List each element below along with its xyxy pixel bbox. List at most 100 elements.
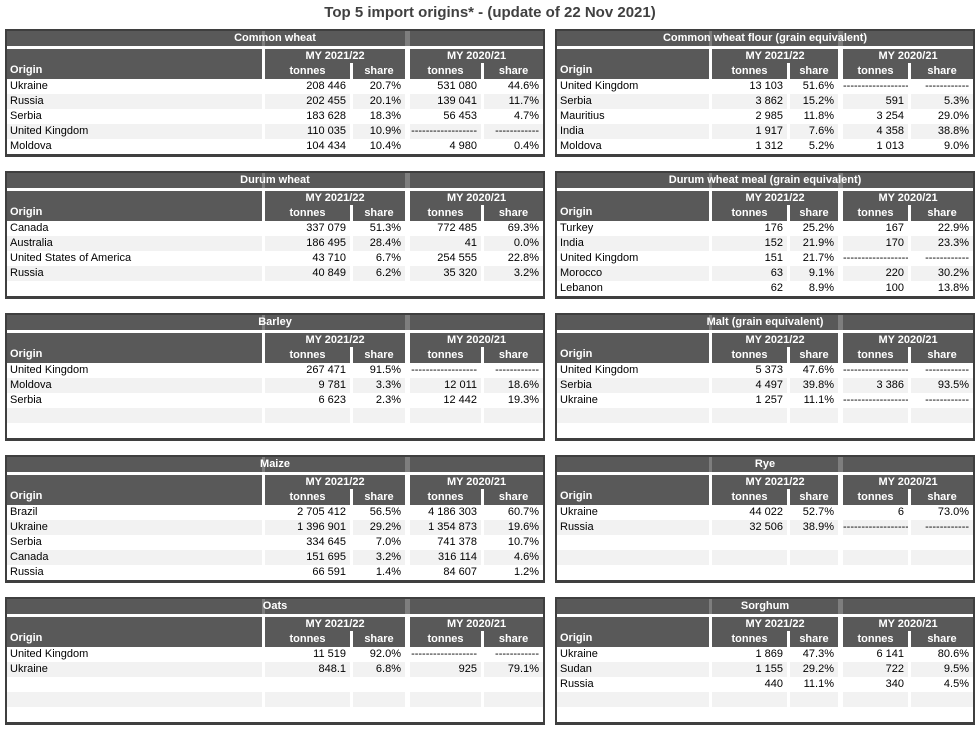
tonnes-2021-22-cell: 2 985: [709, 109, 787, 124]
tonnes-2021-22-cell: 13 103: [709, 79, 787, 94]
share-2020-21-cell: [908, 692, 973, 707]
origin-cell: Serbia: [7, 393, 262, 408]
table-row: Serbia 6 623 2.3% 12 442 19.3%: [7, 393, 544, 408]
table-title-row: Barley: [7, 315, 544, 333]
share-2020-21-cell: [908, 707, 973, 722]
share-2020-21-cell: [908, 565, 974, 580]
share-column-header: share: [908, 205, 974, 221]
tonnes-2021-22-cell: 848.1: [262, 662, 350, 677]
tonnes-2020-21-cell: 167: [838, 221, 908, 236]
origin-cell: Morocco: [557, 266, 709, 281]
tonnes-2020-21-cell: [838, 707, 908, 722]
origin-cell: United Kingdom: [7, 363, 262, 378]
my-2020-21-header: MY 2020/21: [838, 475, 974, 489]
tonnes-2020-21-cell: ------------------: [838, 520, 908, 535]
share-2020-21-cell: 4.5%: [908, 677, 973, 692]
period-header-row: Origin MY 2021/22 MY 2020/21: [557, 191, 974, 221]
measure-header-row: tonnes share tonnes share: [557, 63, 974, 79]
origin-cell: [7, 281, 262, 296]
origin-cell: Brazil: [7, 505, 262, 520]
share-2020-21-cell: 44.6%: [481, 79, 544, 94]
share-2020-21-cell: 3.2%: [481, 266, 543, 281]
origin-cell: United States of America: [7, 251, 262, 266]
share-2021-22-cell: 91.5%: [350, 363, 405, 378]
share-column-header: share: [908, 631, 973, 647]
origin-cell: Ukraine: [7, 79, 262, 94]
tonnes-column-header: tonnes: [262, 489, 350, 505]
share-2020-21-cell: ------------: [908, 393, 974, 408]
share-2021-22-cell: 9.1%: [787, 266, 838, 281]
table-row: Australia 186 495 28.4% 41 0.0%: [7, 236, 543, 251]
table-row: Serbia 4 497 39.8% 3 386 93.5%: [557, 378, 974, 393]
my-2021-22-header: MY 2021/22: [262, 617, 405, 631]
share-2020-21-cell: 11.7%: [481, 94, 544, 109]
origin-cell: [7, 707, 262, 722]
table-row: Moldova 104 434 10.4% 4 980 0.4%: [7, 139, 544, 154]
share-2021-22-cell: 20.7%: [350, 79, 405, 94]
origin-cell: [557, 423, 709, 438]
tonnes-2021-22-cell: 1 396 901: [262, 520, 350, 535]
table-row: Brazil 2 705 412 56.5% 4 186 303 60.7%: [7, 505, 544, 520]
origin-cell: Serbia: [7, 535, 262, 550]
share-2020-21-cell: 73.0%: [908, 505, 974, 520]
share-column-header: share: [481, 205, 543, 221]
tonnes-2020-21-cell: ------------------: [838, 393, 908, 408]
origin-column-header: Origin: [7, 49, 262, 79]
tonnes-2021-22-cell: 267 471: [262, 363, 350, 378]
share-2020-21-cell: ------------: [481, 124, 544, 139]
measure-header-row: tonnes share tonnes share: [557, 205, 974, 221]
period-header-row: Origin MY 2021/22 MY 2020/21: [7, 617, 544, 647]
tonnes-2021-22-cell: 151: [709, 251, 787, 266]
measure-header-row: tonnes share tonnes share: [557, 347, 974, 363]
tonnes-2020-21-cell: 100: [838, 281, 908, 296]
period-header-row: Origin MY 2021/22 MY 2020/21: [557, 49, 974, 79]
tables-grid: Common wheat Origin MY 2021/22 MY 2020/2…: [0, 29, 980, 725]
tonnes-2020-21-cell: ------------------: [405, 124, 481, 139]
origin-cell: Lebanon: [557, 281, 709, 296]
origin-cell: United Kingdom: [7, 647, 262, 662]
tonnes-2020-21-cell: 139 041: [405, 94, 481, 109]
table-row: Lebanon 62 8.9% 100 13.8%: [557, 281, 974, 296]
origin-cell: Russia: [557, 677, 709, 692]
share-2020-21-cell: [908, 408, 974, 423]
origin-cell: India: [557, 236, 709, 251]
tonnes-2021-22-cell: 40 849: [262, 266, 350, 281]
share-2020-21-cell: [481, 707, 544, 722]
tonnes-2021-22-cell: 1 869: [709, 647, 787, 662]
table-durum-wheat: Durum wheat Origin MY 2021/22 MY 2020/21…: [5, 171, 545, 299]
tonnes-2020-21-cell: [838, 565, 908, 580]
share-2020-21-cell: 18.6%: [481, 378, 544, 393]
table-rye: Rye Origin MY 2021/22 MY 2020/21 tonnes …: [555, 455, 976, 583]
share-column-header: share: [481, 63, 544, 79]
measure-header-row: tonnes share tonnes share: [557, 489, 974, 505]
share-2020-21-cell: ------------: [908, 520, 974, 535]
tonnes-2021-22-cell: [262, 408, 350, 423]
tonnes-2021-22-cell: [262, 281, 350, 296]
share-2021-22-cell: 7.0%: [350, 535, 405, 550]
tonnes-2021-22-cell: 44 022: [709, 505, 787, 520]
origin-cell: Russia: [7, 266, 262, 281]
origin-cell: [557, 550, 709, 565]
tonnes-2020-21-cell: 12 011: [405, 378, 481, 393]
share-2020-21-cell: ------------: [908, 251, 974, 266]
share-column-header: share: [350, 631, 405, 647]
share-2020-21-cell: 5.3%: [908, 94, 974, 109]
table-common-wheat: Common wheat Origin MY 2021/22 MY 2020/2…: [5, 29, 546, 157]
share-2020-21-cell: 4.6%: [481, 550, 544, 565]
origin-cell: United Kingdom: [557, 79, 709, 94]
table-title-row: Durum wheat: [7, 173, 543, 191]
table-row: [557, 550, 974, 565]
table-row: Serbia 183 628 18.3% 56 453 4.7%: [7, 109, 544, 124]
tonnes-2021-22-cell: 334 645: [262, 535, 350, 550]
tonnes-column-header: tonnes: [405, 631, 481, 647]
tonnes-2021-22-cell: [709, 408, 787, 423]
origin-cell: Serbia: [7, 109, 262, 124]
table-row: [7, 707, 544, 722]
tonnes-2021-22-cell: 151 695: [262, 550, 350, 565]
my-2021-22-header: MY 2021/22: [262, 49, 405, 63]
table-row: [557, 535, 974, 550]
share-2020-21-cell: 1.2%: [481, 565, 544, 580]
share-2020-21-cell: 4.7%: [481, 109, 544, 124]
tonnes-2020-21-cell: 316 114: [405, 550, 481, 565]
tonnes-2020-21-cell: 531 080: [405, 79, 481, 94]
